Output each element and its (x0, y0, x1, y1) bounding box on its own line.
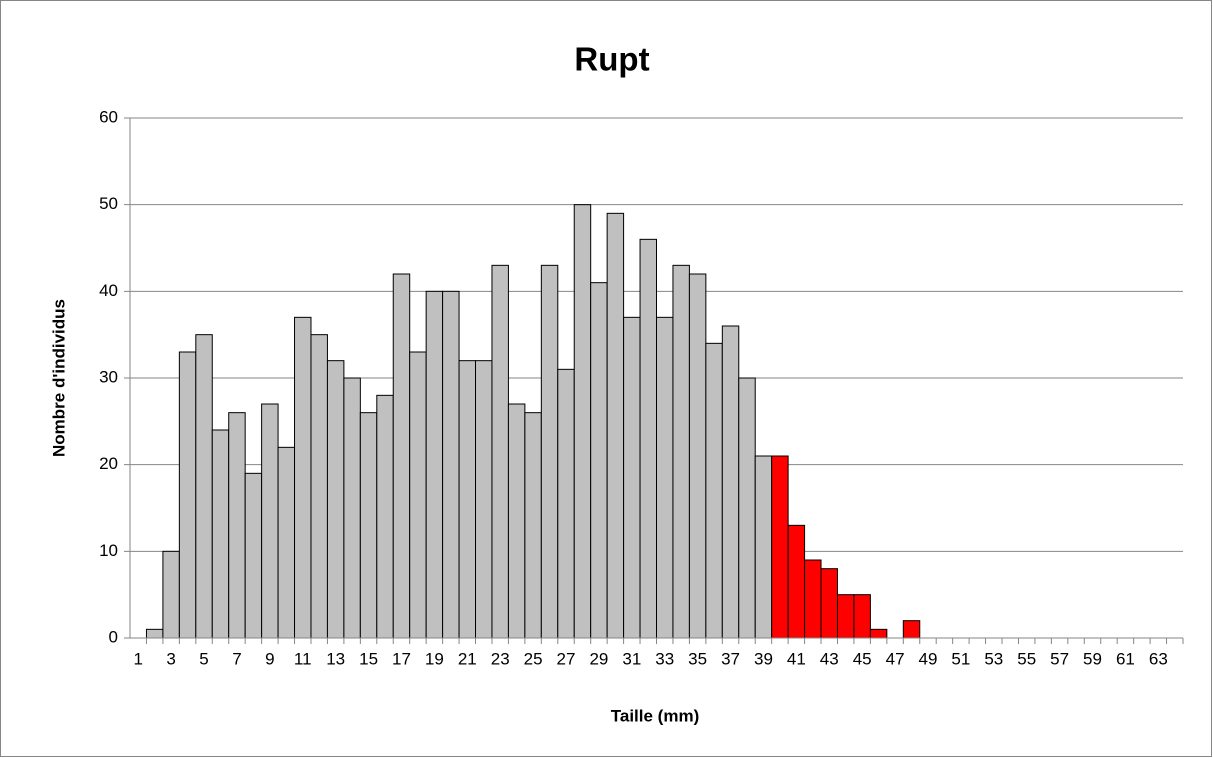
x-tick-label: 9 (265, 649, 274, 668)
bar (590, 282, 608, 639)
x-tick-label: 63 (1149, 649, 1168, 668)
x-tick-label: 35 (688, 649, 707, 668)
y-tick-label: 10 (99, 541, 118, 560)
bar (705, 342, 723, 639)
bar (721, 325, 740, 639)
x-tick-label: 51 (951, 649, 970, 668)
bar (343, 377, 361, 639)
x-tick-label: 11 (294, 649, 312, 668)
bar (639, 238, 657, 639)
y-tick-label: 0 (109, 627, 118, 646)
bar (754, 455, 773, 639)
bar (178, 351, 197, 639)
bar (869, 628, 888, 639)
bar (458, 360, 477, 639)
bar (326, 360, 345, 639)
bar (277, 446, 296, 639)
bar (409, 351, 427, 639)
x-tick-label: 3 (166, 649, 175, 668)
y-tick-label: 30 (99, 367, 118, 386)
x-tick-label: 13 (326, 649, 345, 668)
x-tick-label: 29 (589, 649, 608, 668)
x-tick-label: 61 (1116, 649, 1135, 668)
bar (294, 316, 312, 639)
bar (162, 550, 180, 639)
bar (228, 412, 246, 639)
bar (359, 412, 378, 639)
bar (540, 264, 559, 639)
bar (195, 334, 213, 639)
x-tick-label: 1 (133, 649, 142, 668)
bar (787, 524, 806, 639)
x-tick-label: 37 (721, 649, 740, 668)
x-tick-label: 53 (984, 649, 1003, 668)
y-tick-label: 50 (99, 194, 118, 213)
x-tick-label: 55 (1017, 649, 1036, 668)
x-tick-label: 7 (232, 649, 241, 668)
bar (573, 204, 592, 639)
y-tick-label: 40 (99, 281, 118, 300)
bar (244, 472, 263, 639)
x-tick-label: 47 (886, 649, 905, 668)
x-tick-label: 23 (491, 649, 510, 668)
y-axis-label: Nombre d'individus (49, 299, 68, 457)
x-tick-label: 27 (557, 649, 576, 668)
bar (261, 403, 279, 639)
bar (491, 264, 509, 639)
bar (902, 620, 921, 639)
x-tick-label: 33 (655, 649, 674, 668)
bar (524, 412, 542, 639)
chart-title: Rupt (574, 41, 649, 78)
x-tick-label: 21 (458, 649, 477, 668)
bar (738, 377, 756, 639)
bar (425, 290, 444, 639)
x-tick-label: 31 (622, 649, 641, 668)
bar (557, 368, 575, 639)
bar (853, 594, 871, 639)
x-axis-label: Taille (mm) (611, 706, 699, 725)
x-tick-label: 19 (425, 649, 444, 668)
bar (623, 316, 641, 639)
bar (145, 628, 164, 639)
bar (507, 403, 526, 639)
bar (804, 559, 822, 639)
x-tick-label: 25 (524, 649, 543, 668)
bar (392, 273, 411, 639)
bar (836, 594, 855, 639)
bar (442, 290, 460, 639)
bar (672, 264, 690, 639)
bar (771, 455, 789, 639)
bar (376, 394, 394, 639)
y-tick-label: 60 (99, 107, 118, 126)
x-tick-label: 49 (919, 649, 938, 668)
bar (310, 334, 328, 639)
bar (656, 316, 674, 639)
bar (688, 273, 707, 639)
bar (820, 568, 838, 639)
x-tick-label: 43 (820, 649, 839, 668)
bar (475, 360, 493, 639)
x-tick-label: 41 (787, 649, 806, 668)
x-tick-label: 39 (754, 649, 773, 668)
y-tick-label: 20 (99, 454, 118, 473)
bar (606, 212, 625, 639)
bar (211, 429, 230, 639)
x-tick-label: 5 (199, 649, 208, 668)
x-tick-label: 59 (1083, 649, 1102, 668)
x-tick-label: 57 (1050, 649, 1069, 668)
x-tick-label: 45 (853, 649, 872, 668)
x-tick-label: 15 (359, 649, 378, 668)
x-tick-label: 17 (392, 649, 411, 668)
